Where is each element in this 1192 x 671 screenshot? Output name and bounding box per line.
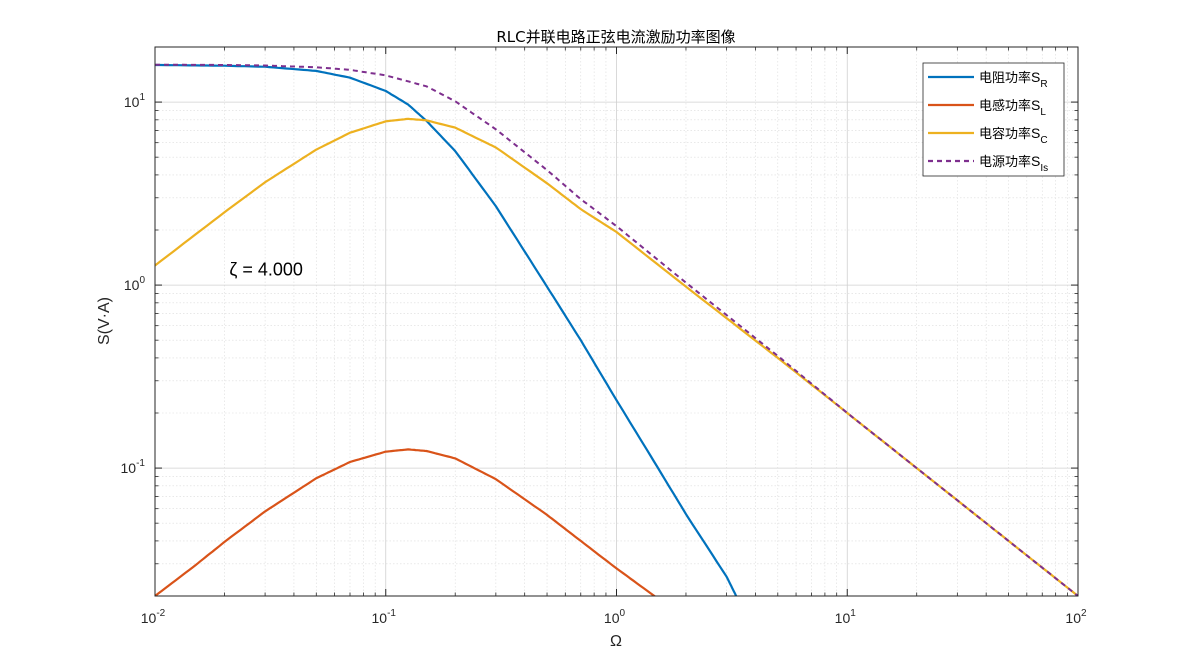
x-tick-label: 10-1 — [372, 608, 397, 626]
legend-label-l: 电感功率SL — [979, 97, 1046, 118]
legend-label-r: 电阻功率SR — [979, 69, 1048, 90]
y-tick-label: 101 — [124, 92, 146, 110]
x-tick-label: 102 — [1065, 608, 1087, 626]
x-axis-label: Ω — [610, 633, 622, 650]
legend: 电阻功率SR 电感功率SL 电容功率SC 电源功率SIs — [922, 62, 1065, 177]
series-line-c — [155, 117, 1078, 596]
series-line-r — [155, 63, 738, 596]
x-tick-label: 100 — [604, 608, 626, 626]
zeta-annotation: ζ = 4.000 — [229, 259, 303, 279]
tick-marks — [154, 46, 1079, 597]
legend-box — [922, 62, 1065, 177]
y-tick-label: 10-1 — [121, 458, 146, 476]
x-tick-label: 10-2 — [141, 608, 166, 626]
series-line-l — [155, 448, 657, 596]
series-layer — [155, 63, 1078, 596]
chart-title: RLC并联电路正弦电流激励功率图像 — [496, 28, 735, 46]
tick-labels: 10-2 10-1 100 101 102 10-1 100 101 — [121, 92, 1087, 626]
series-line-is — [155, 63, 1078, 596]
x-tick-label: 101 — [835, 608, 857, 626]
y-axis-label: S(V·A) — [96, 297, 113, 345]
y-tick-label: 100 — [124, 275, 146, 293]
legend-label-c: 电容功率SC — [979, 125, 1048, 146]
legend-label-is: 电源功率SIs — [979, 153, 1048, 174]
